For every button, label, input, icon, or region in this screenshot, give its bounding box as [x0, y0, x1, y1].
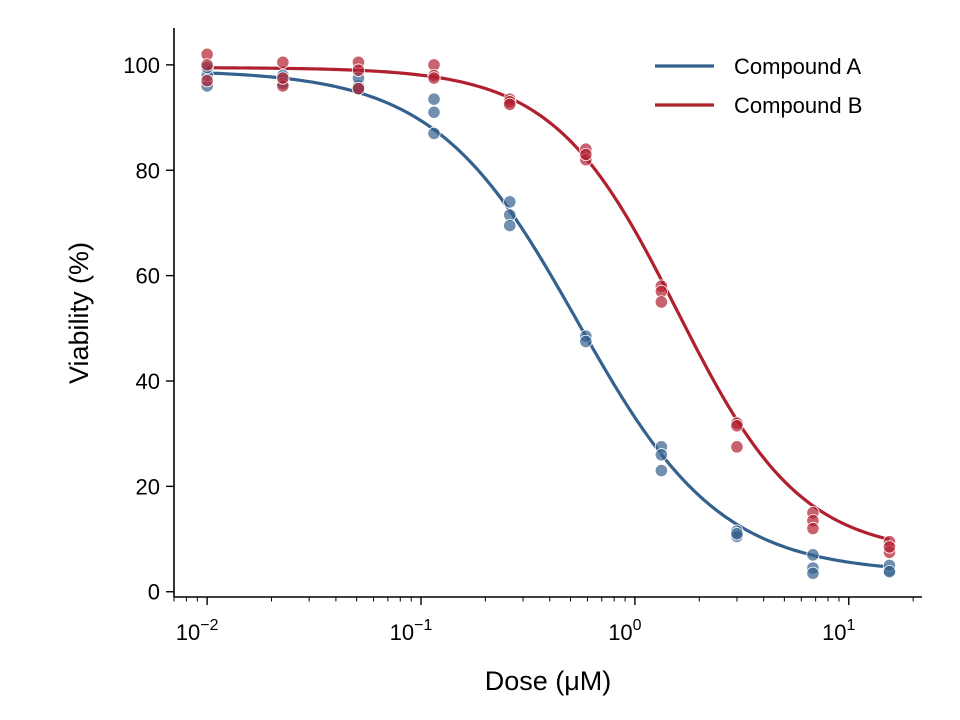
- data-point-compound-a: [427, 105, 441, 119]
- y-tick-label: 80: [136, 158, 160, 183]
- data-point-compound-a: [427, 92, 441, 106]
- data-point-compound-a: [806, 566, 820, 580]
- x-tick-base: 10: [822, 620, 846, 645]
- y-tick-label: 60: [136, 264, 160, 289]
- axes: [173, 28, 922, 598]
- x-tick-exponent: 1: [847, 617, 856, 634]
- fit-curve-compound-b: [207, 66, 890, 542]
- data-point-compound-a: [882, 565, 897, 579]
- x-tick-label: 101: [822, 617, 855, 645]
- y-axis-ticks: 0 20 40 60 80 100: [123, 53, 174, 605]
- data-point-compound-b: [351, 81, 366, 96]
- y-tick-label: 0: [148, 580, 160, 605]
- data-point-compound-b: [200, 74, 214, 88]
- data-point-compound-b: [730, 440, 744, 454]
- y-axis-title: Viability (%): [64, 242, 94, 384]
- legend: Compound A Compound B: [655, 54, 862, 118]
- fit-curves: [207, 66, 890, 569]
- y-tick-label: 40: [136, 369, 160, 394]
- legend-label: Compound A: [734, 54, 862, 79]
- data-point-compound-b: [882, 540, 897, 554]
- fit-curve-compound-a: [207, 71, 890, 569]
- data-point-compound-b: [579, 147, 593, 162]
- x-tick-base: 10: [390, 620, 414, 645]
- x-tick-label: 100: [608, 617, 641, 645]
- data-point-compound-b: [427, 71, 441, 85]
- data-point-compound-a: [806, 548, 820, 562]
- data-point-compound-b: [503, 97, 517, 111]
- x-tick-exponent: 0: [633, 617, 642, 634]
- data-point-compound-b: [276, 55, 290, 69]
- data-point-compound-a: [427, 126, 441, 140]
- data-point-compound-a: [654, 448, 668, 462]
- x-tick-exponent: −2: [200, 617, 218, 634]
- data-point-compound-a: [579, 334, 593, 349]
- x-axis-ticks: 10−2 10−1 100 101: [173, 597, 914, 645]
- data-point-compound-b: [806, 521, 820, 536]
- legend-label: Compound B: [734, 93, 862, 118]
- x-tick-label: 10−2: [176, 617, 219, 645]
- x-tick-exponent: −1: [414, 617, 432, 634]
- data-point-compound-b: [351, 63, 366, 77]
- x-tick-base: 10: [176, 620, 200, 645]
- data-point-compound-b: [200, 58, 214, 72]
- data-point-compound-a: [730, 527, 744, 541]
- data-point-compound-b: [276, 71, 290, 85]
- data-point-compound-a: [503, 195, 517, 209]
- x-axis-title: Dose (μM): [485, 666, 612, 696]
- data-point-compound-b: [654, 295, 668, 309]
- data-point-compound-a: [654, 463, 668, 478]
- y-tick-label: 100: [123, 53, 160, 78]
- x-tick-base: 10: [608, 620, 632, 645]
- y-tick-label: 20: [136, 474, 160, 499]
- data-point-compound-b: [730, 419, 744, 433]
- x-tick-label: 10−1: [390, 617, 433, 645]
- data-point-compound-a: [503, 218, 517, 233]
- data-points: [200, 47, 897, 580]
